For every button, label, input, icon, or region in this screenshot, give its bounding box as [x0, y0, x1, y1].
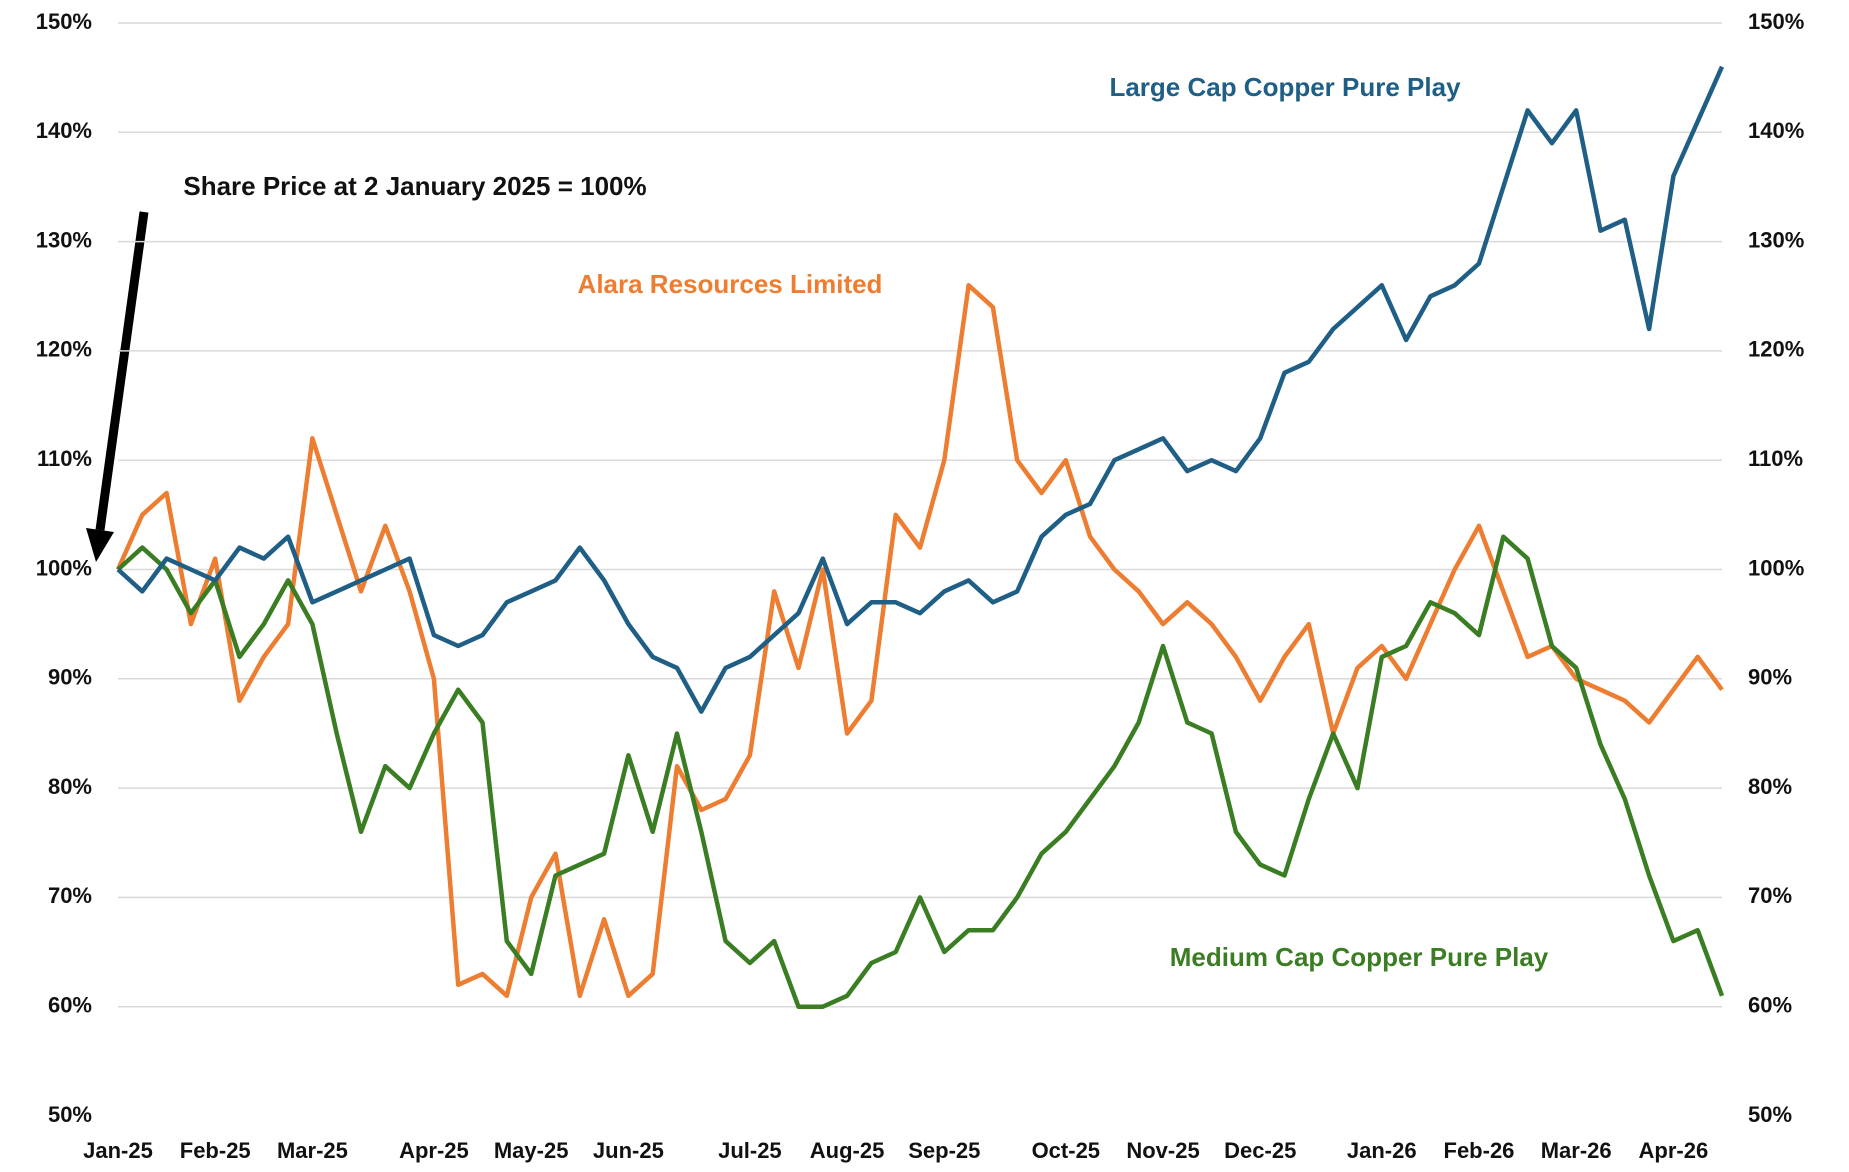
- y-tick-label: 90%: [48, 665, 92, 690]
- series-label: Alara Resources Limited: [578, 269, 883, 299]
- series-line: [116, 65, 1725, 714]
- y2-tick-label: 80%: [1748, 774, 1792, 799]
- x-tick-label: May-25: [494, 1138, 569, 1163]
- x-tick-label: Aug-25: [810, 1138, 885, 1163]
- series-label: Large Cap Copper Pure Play: [1109, 72, 1461, 102]
- y-tick-label: 50%: [48, 1102, 92, 1127]
- y2-tick-label: 50%: [1748, 1102, 1792, 1127]
- series-line: [115, 283, 1724, 999]
- y-tick-label: 60%: [48, 993, 92, 1018]
- y-tick-label: 80%: [48, 774, 92, 799]
- y-tick-label: 150%: [36, 9, 92, 34]
- y2-tick-label: 90%: [1748, 665, 1792, 690]
- x-tick-label: Nov-25: [1126, 1138, 1199, 1163]
- y-tick-label: 100%: [36, 555, 92, 580]
- y2-tick-label: 60%: [1748, 993, 1792, 1018]
- x-tick-label: Mar-25: [277, 1138, 348, 1163]
- x-tick-label: Apr-25: [399, 1138, 469, 1163]
- x-tick-label: Sep-25: [908, 1138, 980, 1163]
- annotation: Share Price at 2 January 2025 = 100%: [183, 171, 646, 201]
- y2-tick-label: 70%: [1748, 883, 1792, 908]
- y2-tick-label: 140%: [1748, 118, 1804, 143]
- arrow-head: [86, 528, 114, 562]
- y2-tick-label: 150%: [1748, 9, 1804, 34]
- x-tick-label: Jul-25: [718, 1138, 782, 1163]
- annotation-arrow: [95, 211, 149, 531]
- y-tick-label: 140%: [36, 118, 92, 143]
- x-tick-label: Apr-26: [1639, 1138, 1709, 1163]
- series-line: [116, 534, 1725, 1009]
- y-tick-label: 120%: [36, 337, 92, 362]
- x-tick-label: Jan-26: [1347, 1138, 1417, 1163]
- y2-tick-label: 100%: [1748, 555, 1804, 580]
- x-tick-label: Dec-25: [1224, 1138, 1296, 1163]
- x-tick-label: Jun-25: [593, 1138, 664, 1163]
- y-tick-label: 70%: [48, 883, 92, 908]
- y-tick-label: 110%: [37, 446, 92, 471]
- x-tick-label: Oct-25: [1032, 1138, 1100, 1163]
- y-tick-label: 130%: [36, 227, 92, 252]
- y2-tick-label: 120%: [1748, 337, 1804, 362]
- x-tick-label: Mar-26: [1541, 1138, 1612, 1163]
- y2-tick-label: 130%: [1748, 227, 1804, 252]
- y2-tick-label: 110%: [1748, 446, 1803, 471]
- x-tick-label: Feb-25: [180, 1138, 251, 1163]
- series-label: Medium Cap Copper Pure Play: [1170, 942, 1549, 972]
- x-tick-label: Jan-25: [83, 1138, 153, 1163]
- x-tick-label: Feb-26: [1444, 1138, 1515, 1163]
